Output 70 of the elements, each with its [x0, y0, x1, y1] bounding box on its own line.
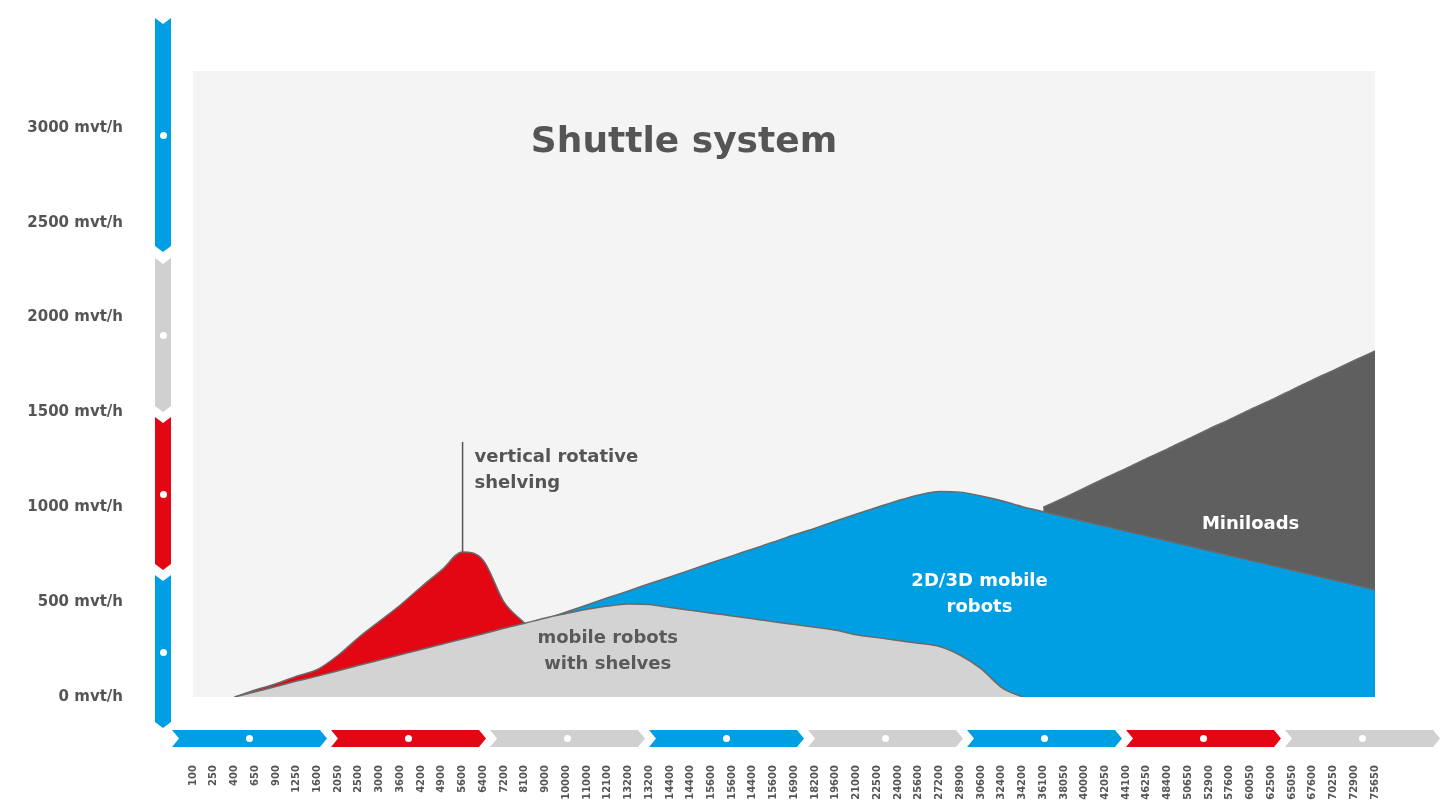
text: Shuttle system: [530, 119, 838, 161]
x-tick-label: 4900: [435, 764, 447, 793]
text: vertical rotative shelving: [474, 444, 639, 492]
series-label: Miniloads: [1201, 512, 1300, 534]
x-tick-label: 22500: [870, 764, 882, 800]
x-tick-label: 14400: [746, 764, 758, 800]
x-tick-label: 34200: [1016, 764, 1028, 800]
x-tick-label: 14400: [663, 764, 675, 800]
x-tick-label: 38050: [1057, 764, 1069, 800]
x-tick-label: 15600: [705, 764, 717, 800]
x-tick-label: 65050: [1285, 764, 1297, 800]
x-tick-label: 24000: [891, 764, 903, 800]
x-tick-label: 16900: [787, 764, 799, 800]
x-tick-label: 9000: [539, 764, 551, 793]
x-tick-label: 10000: [559, 764, 571, 800]
y-tick-label: 500 mvt/h: [37, 592, 123, 611]
y-tick-label: 2500 mvt/h: [27, 212, 123, 231]
x-tick-label: 57600: [1223, 764, 1235, 800]
x-tick-label: 3600: [393, 764, 405, 793]
x-tick-label: 19600: [829, 764, 841, 800]
x-tick-label: 70250: [1327, 764, 1339, 800]
x-tick-label: 36100: [1036, 764, 1048, 800]
x-tick-label: 250: [207, 764, 219, 786]
x-tick-label: 48400: [1161, 764, 1173, 800]
series-label: 2D/3D mobile robots: [911, 568, 1048, 616]
x-tick-label: 46250: [1140, 764, 1152, 800]
x-tick-label: 2500: [352, 764, 364, 793]
y-tick-label: 2000 mvt/h: [27, 307, 123, 326]
x-tick-label: 52900: [1202, 764, 1214, 800]
x-tick-label: 11000: [580, 764, 592, 800]
x-tick-label: 3000: [373, 764, 385, 793]
x-tick-label: 40000: [1078, 764, 1090, 800]
x-tick-label: 6400: [476, 764, 488, 793]
x-tick-label: 5600: [456, 764, 468, 793]
x-tick-label: 7200: [497, 764, 509, 793]
x-tick-label: 1600: [311, 764, 323, 793]
x-tick-label: 14400: [684, 764, 696, 800]
x-tick-label: 2050: [331, 764, 343, 793]
x-tick-label: 1250: [290, 764, 302, 793]
x-tick-label: 18200: [808, 764, 820, 800]
x-tick-label: 900: [269, 764, 281, 786]
x-tick-label: 13200: [642, 764, 654, 800]
x-tick-label: 72900: [1347, 764, 1359, 800]
x-tick-label: 75650: [1368, 764, 1380, 800]
x-tick-label: 27200: [933, 764, 945, 800]
x-tick-label: 100: [186, 764, 198, 786]
x-tick-label: 8100: [518, 764, 530, 793]
x-tick-label: 62500: [1264, 764, 1276, 800]
x-tick-label: 15600: [725, 764, 737, 800]
x-tick-label: 15600: [767, 764, 779, 800]
y-tick-label: 0 mvt/h: [58, 686, 123, 705]
x-tick-label: 42050: [1099, 764, 1111, 800]
x-tick-label: 32400: [995, 764, 1007, 800]
x-tick-label: 12100: [601, 764, 613, 800]
x-tick-label: 60050: [1244, 764, 1256, 800]
x-tick-label: 4200: [414, 764, 426, 793]
x-tick-label: 28900: [953, 764, 965, 800]
x-tick-label: 44100: [1119, 764, 1131, 800]
y-tick-label: 1500 mvt/h: [27, 402, 123, 421]
y-tick-label: 1000 mvt/h: [27, 497, 123, 516]
x-tick-label: 67600: [1306, 764, 1318, 800]
y-tick-label: 3000 mvt/h: [27, 117, 123, 136]
series-label: mobile robots with shelves: [537, 626, 679, 674]
x-tick-label: 21000: [850, 764, 862, 800]
x-tick-label: 30600: [974, 764, 986, 800]
x-tick-label: 400: [228, 764, 240, 786]
x-tick-label: 13200: [622, 764, 634, 800]
x-tick-label: 650: [248, 764, 260, 786]
x-tick-label: 25600: [912, 764, 924, 800]
x-tick-label: 50650: [1181, 764, 1193, 800]
